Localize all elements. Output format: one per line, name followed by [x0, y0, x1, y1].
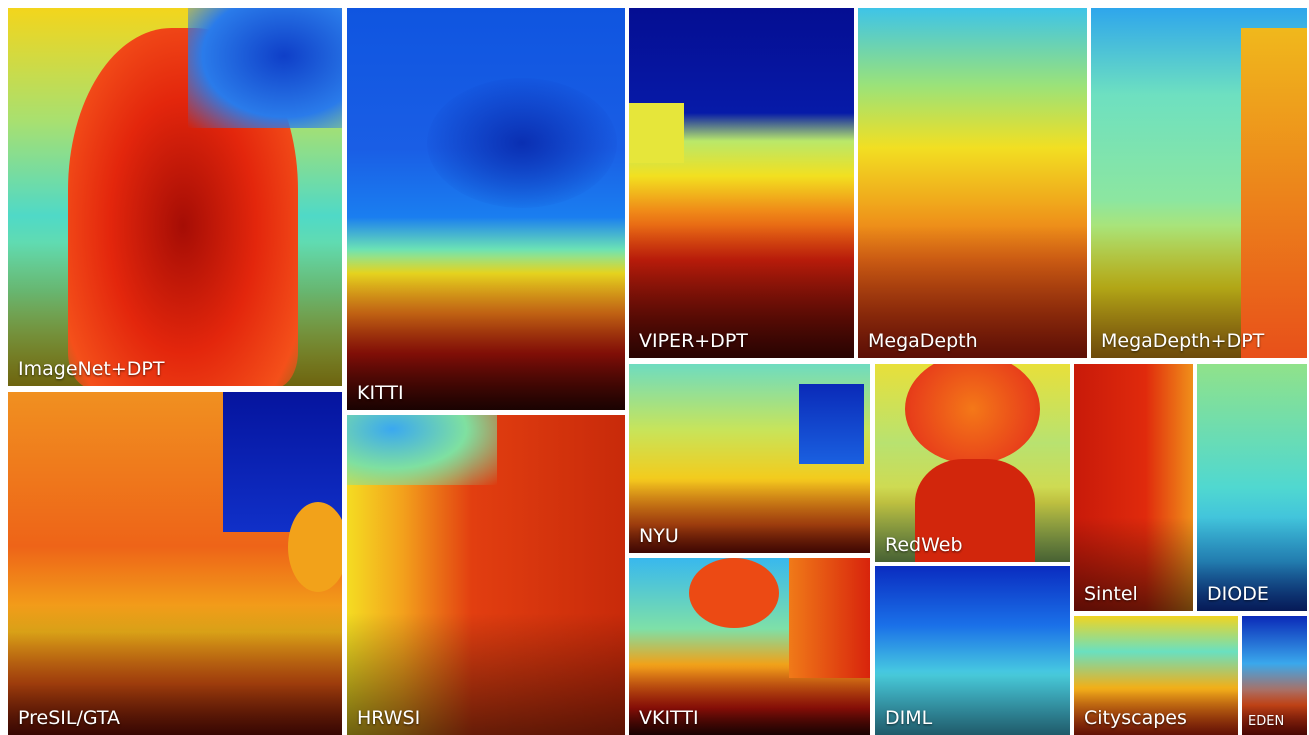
tile: RedWeb	[875, 364, 1070, 562]
tile: KITTI	[347, 8, 625, 410]
cloud	[427, 78, 617, 208]
tree	[689, 558, 779, 628]
globe	[905, 364, 1040, 464]
tile: VKITTI	[629, 558, 870, 735]
tile: VIPER+DPT	[629, 8, 854, 358]
tile-label: NYU	[639, 525, 679, 547]
tile: Cityscapes	[1074, 616, 1238, 735]
tile: DIML	[875, 566, 1070, 735]
tile-label: DIML	[885, 707, 932, 729]
window	[799, 384, 864, 464]
tile-label: RedWeb	[885, 534, 963, 556]
tile-label: EDEN	[1248, 714, 1284, 729]
tile-label: DIODE	[1207, 583, 1269, 605]
tile-label: ImageNet+DPT	[18, 358, 164, 380]
tile: MegaDepth	[858, 8, 1087, 358]
tile-label: KITTI	[357, 382, 404, 404]
tile: DIODE	[1197, 364, 1307, 611]
tile-label: Cityscapes	[1084, 707, 1187, 729]
sky-patch	[347, 415, 497, 485]
depth-mosaic: ImageNet+DPT PreSIL/GTA KITTI HRWSI VIPE…	[0, 0, 1309, 735]
tile-label: PreSIL/GTA	[18, 707, 120, 729]
wall	[789, 558, 870, 678]
tile-label: VKITTI	[639, 707, 699, 729]
tile: HRWSI	[347, 415, 625, 735]
tile: ImageNet+DPT	[8, 8, 342, 386]
tile: Sintel	[1074, 364, 1193, 611]
tile-label: VIPER+DPT	[639, 330, 748, 352]
tile: NYU	[629, 364, 870, 553]
tree	[288, 502, 342, 592]
tile: MegaDepth+DPT	[1091, 8, 1307, 358]
sky-shadow	[188, 8, 342, 128]
tile-label: Sintel	[1084, 583, 1138, 605]
tile: PreSIL/GTA	[8, 392, 342, 735]
tile-label: MegaDepth+DPT	[1101, 330, 1264, 352]
tile: EDEN	[1242, 616, 1307, 735]
tile-label: HRWSI	[357, 707, 420, 729]
tile-label: MegaDepth	[868, 330, 978, 352]
building	[629, 103, 684, 163]
tower	[1241, 28, 1307, 358]
